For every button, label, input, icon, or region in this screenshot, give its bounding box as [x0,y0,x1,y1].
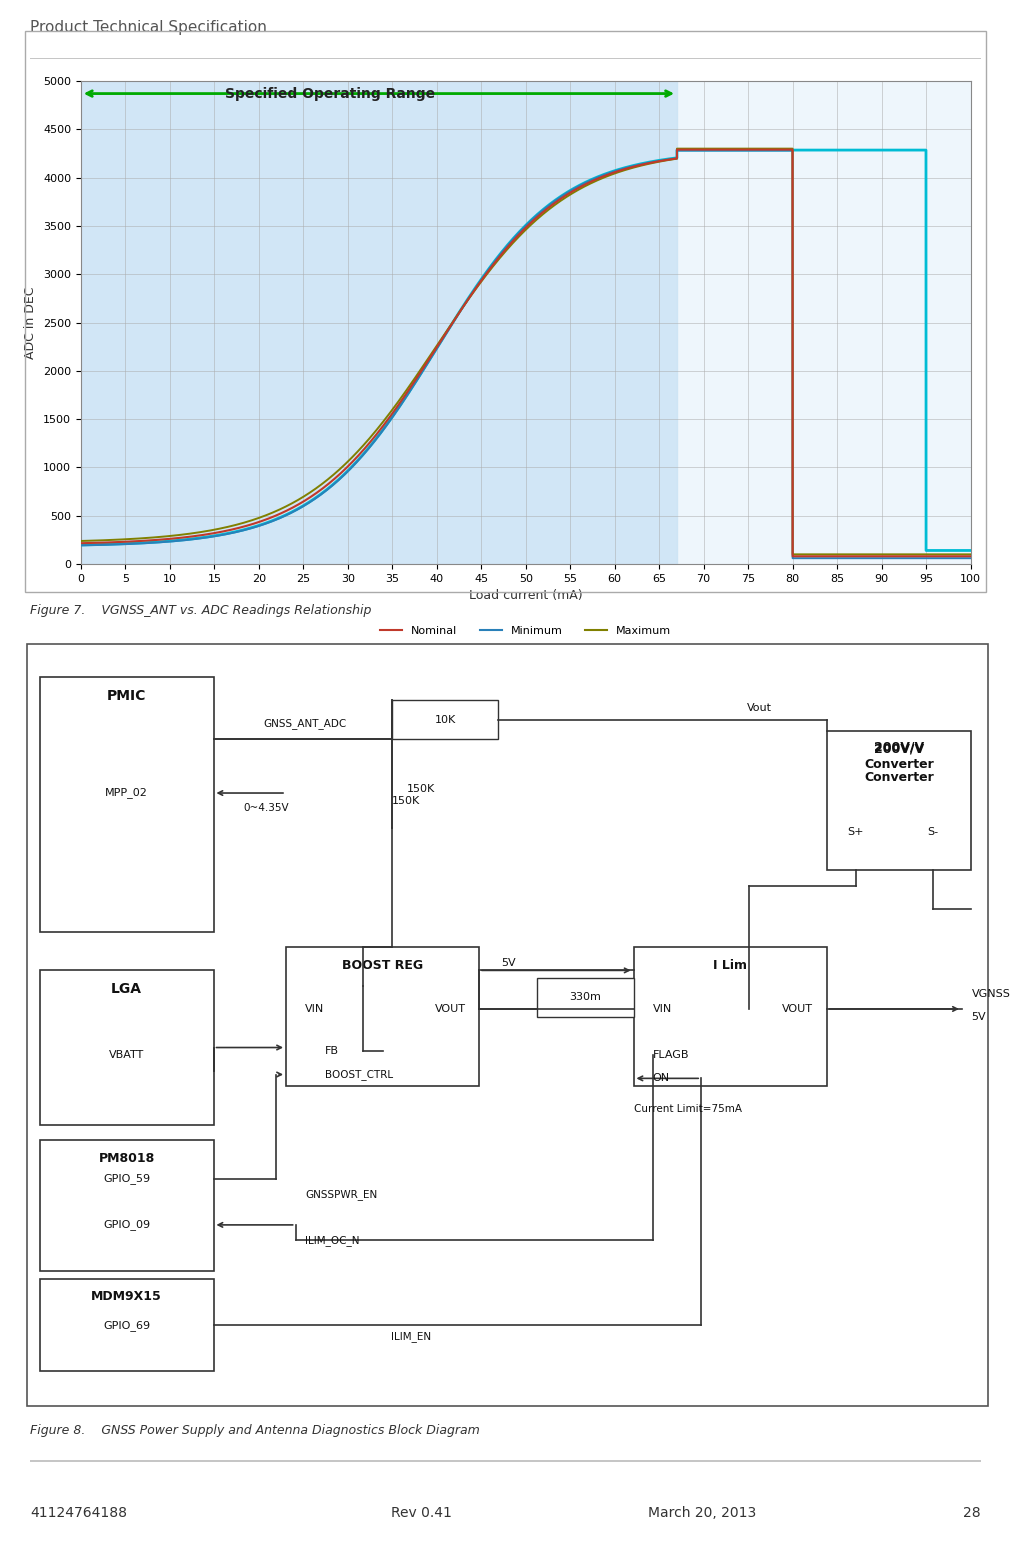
Text: 150K: 150K [392,796,421,805]
Y-axis label: ADC in DEC: ADC in DEC [24,287,37,358]
Text: VOUT: VOUT [435,1003,466,1014]
Bar [537,978,634,1017]
Maximum [787,545,799,564]
Text: Converter: Converter [864,771,934,784]
Line: Nominal: Nominal [81,150,971,556]
Minimum [787,548,799,567]
Nominal [282,500,294,519]
Text: 28: 28 [963,1507,981,1519]
Legend: Nominal, Minimum, Maximum: Nominal, Minimum, Maximum [376,622,675,640]
Nominal [449,310,461,329]
Text: I Lim: I Lim [713,958,747,972]
Text: VIN: VIN [305,1003,325,1014]
Text: 5V: 5V [972,1011,986,1022]
Nominal [468,282,480,301]
Text: ON: ON [653,1073,670,1083]
Text: 5V: 5V [500,958,516,968]
Text: Rev 0.41: Rev 0.41 [391,1507,452,1519]
Nominal [75,534,87,553]
Text: FB: FB [325,1047,339,1056]
Maximum [282,495,294,514]
Text: Figure 7.    VGNSS_ANT vs. ADC Readings Relationship: Figure 7. VGNSS_ANT vs. ADC Readings Rel… [30,605,372,617]
Maximum [432,335,444,354]
Text: GNSS_ANT_ADC: GNSS_ANT_ADC [264,718,347,729]
Text: 150K: 150K [406,784,435,795]
Minimum [964,548,977,567]
Maximum [75,531,87,550]
Text: 200V/V
Converter: 200V/V Converter [864,743,934,771]
Maximum [449,308,461,327]
Bar [634,947,827,1086]
Text: GPIO_59: GPIO_59 [103,1173,151,1184]
Text: 200V/V: 200V/V [874,740,924,753]
Maximum [659,151,671,170]
Bar [827,731,972,869]
Text: BOOST REG: BOOST REG [342,958,423,972]
Text: 10K: 10K [435,715,456,724]
Maximum [141,528,153,547]
Minimum [659,151,671,170]
Text: ILIM_OC_N: ILIM_OC_N [305,1235,360,1246]
Text: LGA: LGA [111,982,143,996]
Text: PMIC: PMIC [107,689,147,703]
Text: BOOST_CTRL: BOOST_CTRL [325,1069,392,1080]
Text: PM8018: PM8018 [98,1151,155,1165]
Nominal [432,335,444,354]
Text: FLAGB: FLAGB [653,1050,690,1061]
Text: Figure 8.    GNSS Power Supply and Antenna Diagnostics Block Diagram: Figure 8. GNSS Power Supply and Antenna … [30,1424,480,1436]
Bar [286,947,479,1086]
Text: Vout: Vout [746,703,771,714]
Maximum [671,139,683,157]
Nominal [141,531,153,550]
Nominal [964,547,977,566]
Minimum [468,280,480,299]
Text: Specified Operating Range: Specified Operating Range [224,87,435,101]
Minimum [432,337,444,355]
Text: Product Technical Specification: Product Technical Specification [30,20,267,36]
Nominal [671,140,683,159]
Text: Current Limit=75mA: Current Limit=75mA [634,1105,741,1114]
Text: VBATT: VBATT [109,1050,145,1061]
Nominal [787,547,799,566]
Bar [39,971,213,1125]
Line: Maximum: Maximum [81,148,971,555]
Bar [392,701,498,738]
Text: 0~4.35V: 0~4.35V [244,804,289,813]
Text: GPIO_09: GPIO_09 [103,1220,151,1231]
Text: 41124764188: 41124764188 [30,1507,127,1519]
Text: VOUT: VOUT [783,1003,813,1014]
Text: March 20, 2013: March 20, 2013 [648,1507,756,1519]
Minimum [141,534,153,553]
X-axis label: Load current (mA): Load current (mA) [469,589,582,603]
Bar [39,1140,213,1271]
Minimum [75,536,87,555]
Minimum [449,310,461,329]
Maximum [468,282,480,301]
Minimum [282,505,294,523]
Text: S-: S- [927,827,938,837]
Text: 330m: 330m [569,992,602,1002]
Text: VIN: VIN [653,1003,672,1014]
Text: MPP_02: MPP_02 [105,787,148,799]
Nominal [659,151,671,170]
Text: VGNSS: VGNSS [972,988,1010,999]
Text: S+: S+ [847,827,863,837]
Line: Minimum: Minimum [81,151,971,558]
Bar [39,678,213,932]
Text: GPIO_69: GPIO_69 [103,1320,151,1331]
Maximum [964,545,977,564]
Text: MDM9X15: MDM9X15 [91,1290,162,1304]
Text: ILIM_EN: ILIM_EN [391,1331,432,1341]
Minimum [671,142,683,160]
Bar [39,1279,213,1371]
Text: GNSSPWR_EN: GNSSPWR_EN [305,1189,377,1200]
